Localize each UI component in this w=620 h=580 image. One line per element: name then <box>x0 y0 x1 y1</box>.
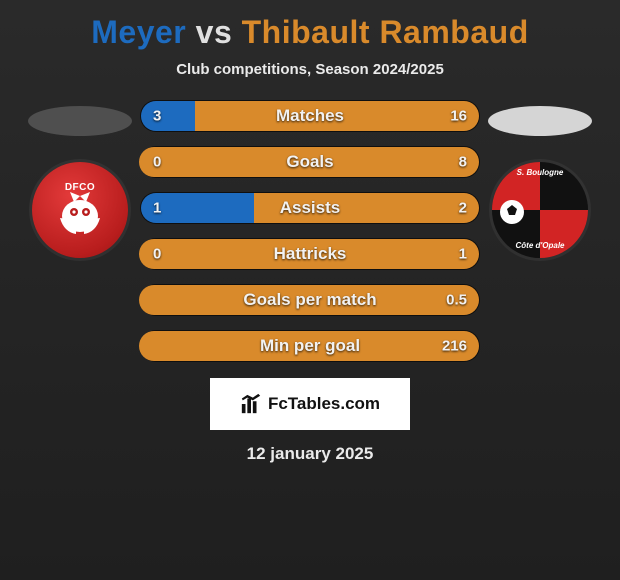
subtitle: Club competitions, Season 2024/2025 <box>176 61 444 78</box>
left-player-marker <box>28 106 132 136</box>
stat-row: 0.5 Goals per match <box>140 284 480 316</box>
stat-value-left: 1 <box>153 200 161 217</box>
left-column: DFCO <box>20 100 140 258</box>
stat-value-right: 216 <box>442 338 467 355</box>
page-title: Meyer vs Thibault Rambaud <box>91 14 528 51</box>
right-column: S. Boulogne Côte d'Opale <box>480 100 600 258</box>
stat-value-left: 0 <box>153 154 161 171</box>
title-right-player: Thibault Rambaud <box>242 14 529 50</box>
stat-row: 0 1 Hattricks <box>140 238 480 270</box>
stat-value-right: 16 <box>450 108 467 125</box>
title-left-player: Meyer <box>91 14 186 50</box>
stat-bar-left-fill <box>141 101 195 131</box>
stat-label: Goals per match <box>243 290 376 310</box>
ball-icon <box>498 198 526 226</box>
stat-value-left: 0 <box>153 246 161 263</box>
owl-icon <box>50 190 110 250</box>
content-row: DFCO 316Matches08Goals12As <box>0 100 620 362</box>
stat-row: 216 Min per goal <box>140 330 480 362</box>
branding-badge[interactable]: FcTables.com <box>210 378 410 430</box>
right-player-marker <box>488 106 592 136</box>
left-club-crest: DFCO <box>32 162 128 258</box>
branding-text: FcTables.com <box>268 394 380 414</box>
footer-date: 12 january 2025 <box>247 444 374 464</box>
stat-value-right: 0.5 <box>446 292 467 309</box>
stat-label: Goals <box>286 152 333 172</box>
title-vs: vs <box>196 14 233 50</box>
stat-value-right: 2 <box>459 200 467 217</box>
right-club-crest: S. Boulogne Côte d'Opale <box>492 162 588 258</box>
stat-row: 0 8 Goals <box>140 146 480 178</box>
stat-row: 1 2 Assists <box>140 192 480 224</box>
stat-value-right: 1 <box>459 246 467 263</box>
right-crest-top-label: S. Boulogne <box>492 168 588 177</box>
crest-q4 <box>540 210 588 258</box>
stat-value-right: 8 <box>459 154 467 171</box>
right-crest-bottom-label: Côte d'Opale <box>492 241 588 250</box>
stat-label: Hattricks <box>274 244 347 264</box>
stat-label: Assists <box>280 198 340 218</box>
stat-value-left: 3 <box>153 108 161 125</box>
stat-bars: 3 16 Matches 0 8 Goals 1 2 Assists 0 1 Hattricks 0.5… <box>140 100 480 362</box>
bar-chart-icon <box>240 393 262 415</box>
stat-row: 3 16 Matches <box>140 100 480 132</box>
comparison-card: Meyer vs Thibault Rambaud Club competiti… <box>0 0 620 464</box>
stat-label: Min per goal <box>260 336 360 356</box>
stat-label: Matches <box>276 106 344 126</box>
